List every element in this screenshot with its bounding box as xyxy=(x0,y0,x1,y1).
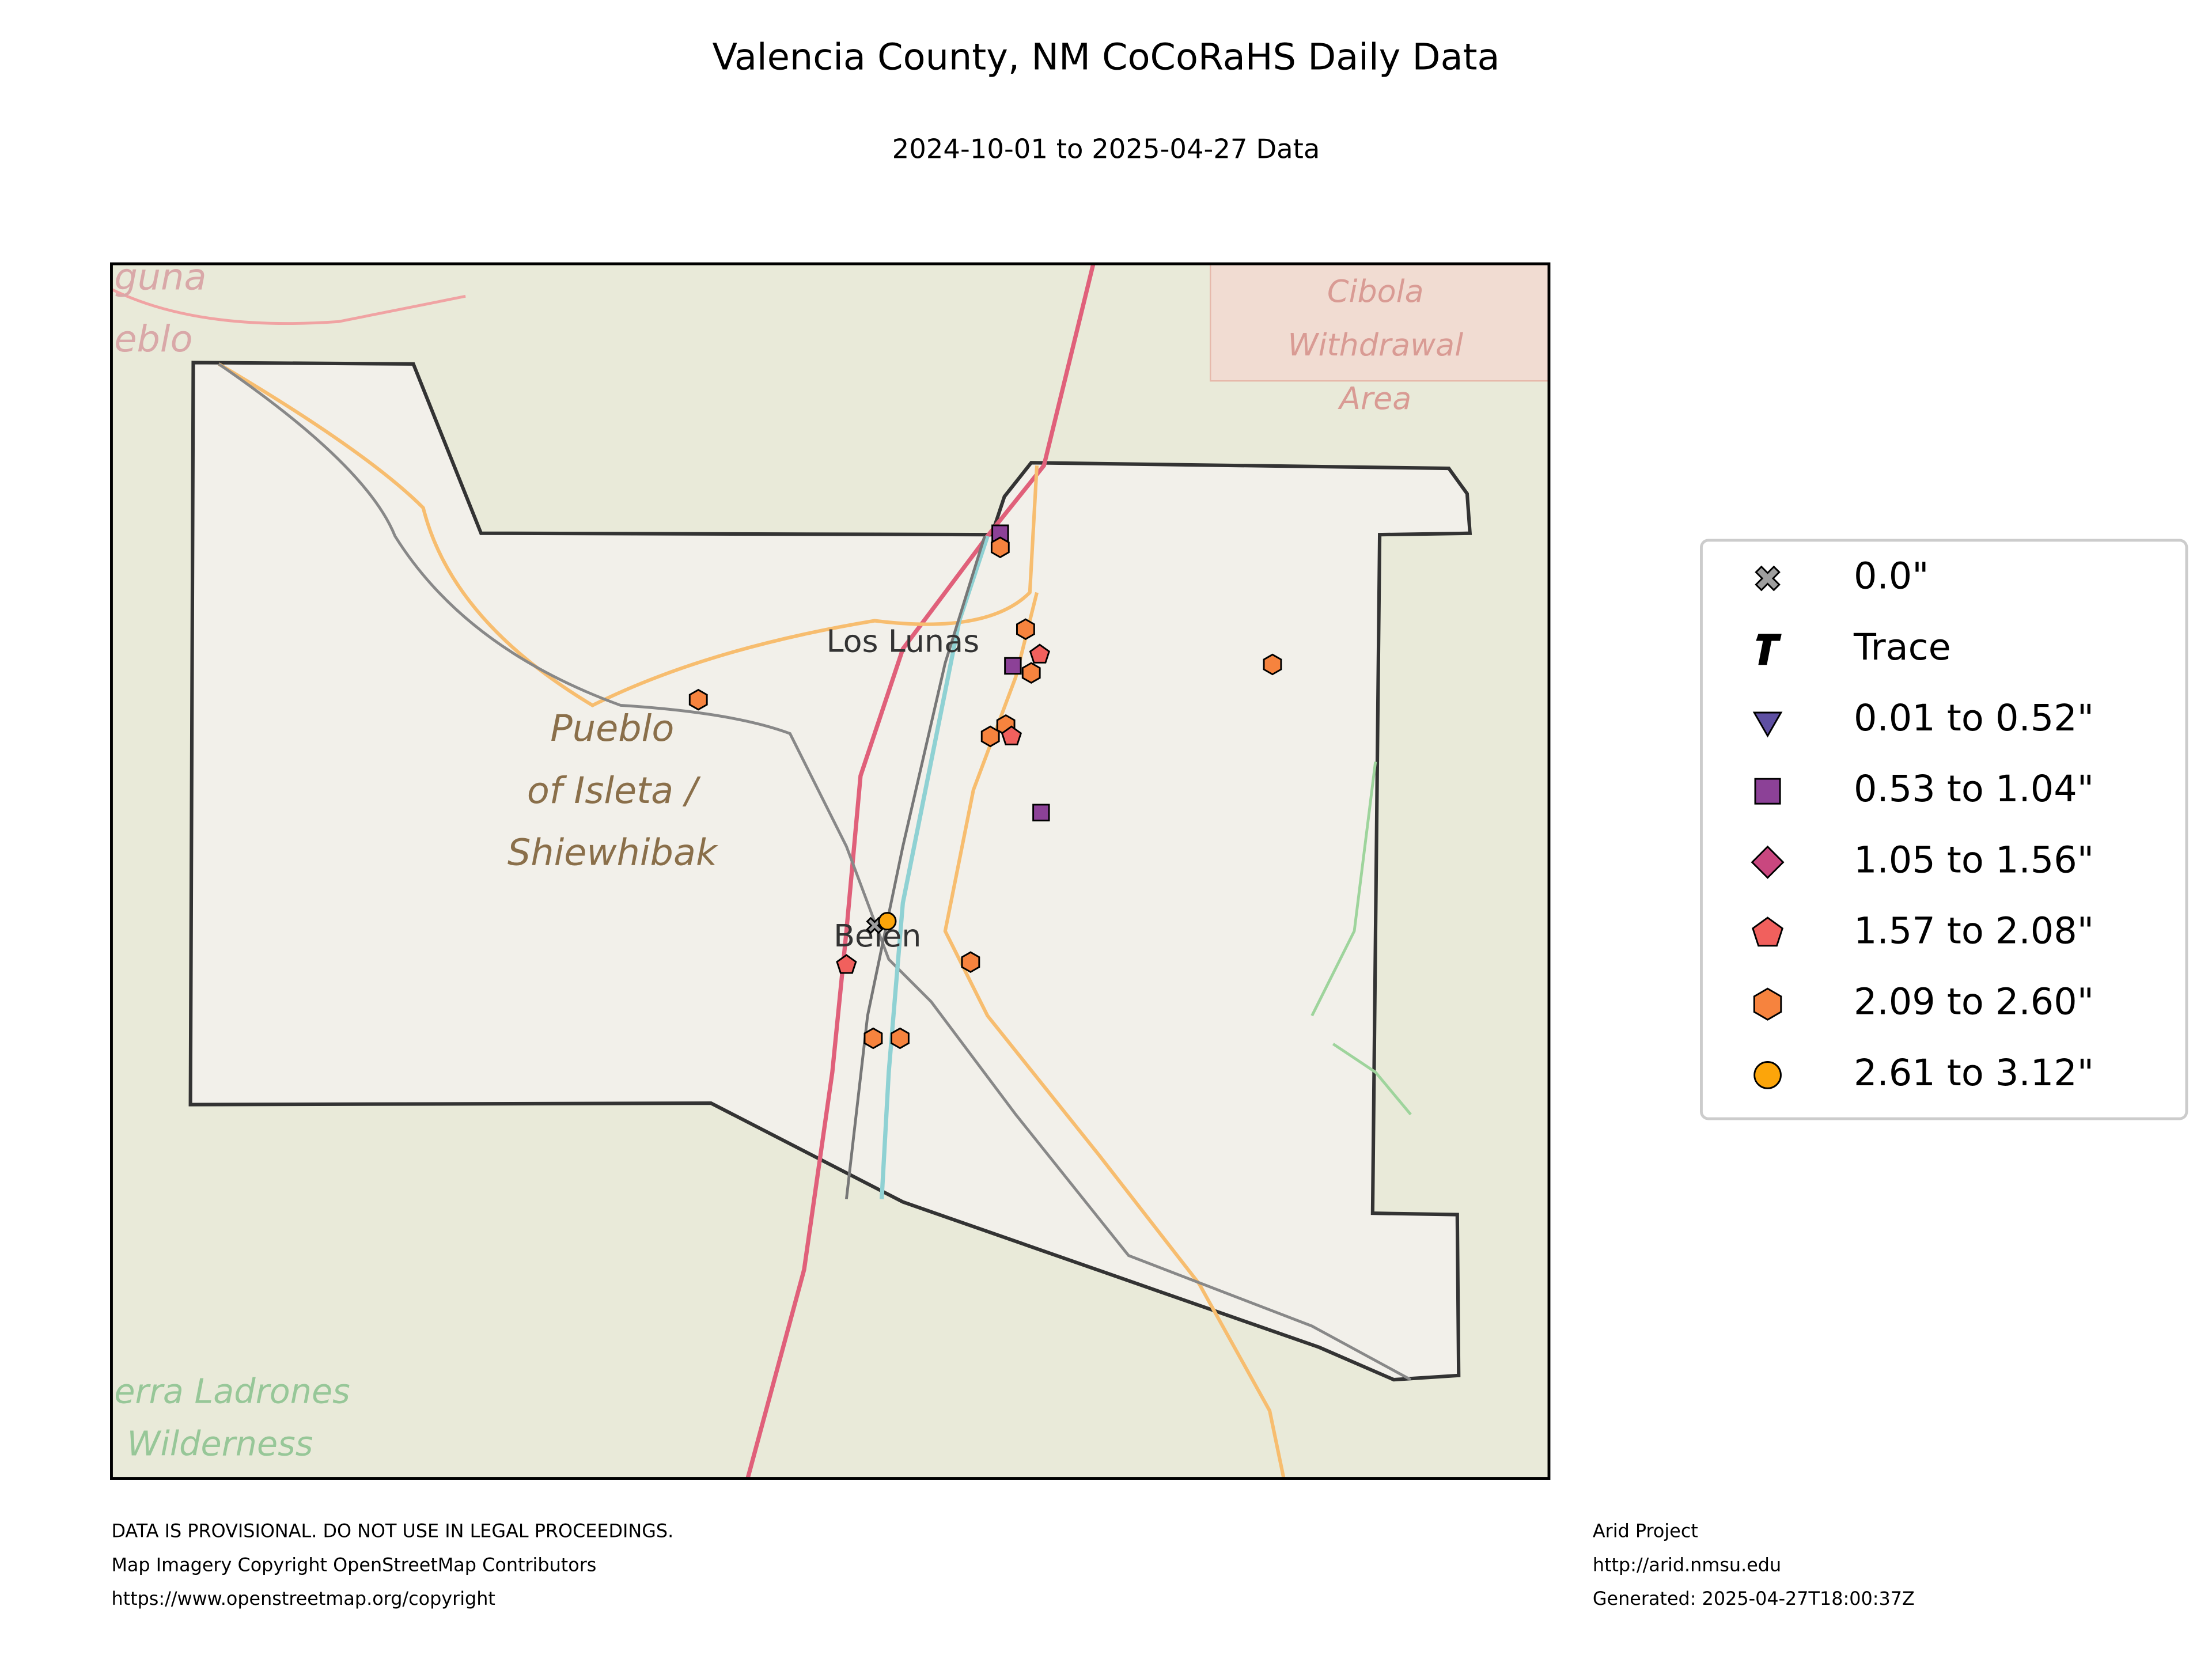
station-marker xyxy=(863,1027,883,1050)
map-labels: Los Lunas Belen Pueblo of Isleta / Shiew… xyxy=(114,256,1463,1463)
footer-text: https://www.openstreetmap.org/copyright xyxy=(111,1588,495,1609)
area-label: Pueblo xyxy=(550,707,674,750)
station-marker xyxy=(1004,657,1022,675)
legend-marker xyxy=(1753,1061,1782,1089)
station-marker xyxy=(961,951,980,974)
footer-text: Map Imagery Copyright OpenStreetMap Cont… xyxy=(111,1554,596,1575)
station-marker xyxy=(1032,804,1050,821)
station-marker xyxy=(1263,653,1282,676)
title: Valencia County, NM CoCoRaHS Daily Data xyxy=(712,36,1499,78)
legend-marker xyxy=(1754,778,1781,805)
legend-marker xyxy=(1755,565,1781,592)
station-marker xyxy=(688,688,708,711)
area-label: of Isleta / xyxy=(527,770,702,812)
station-marker xyxy=(1021,662,1041,684)
area-label: erra Ladrones xyxy=(114,1372,350,1411)
legend-label: 2.61 to 3.12" xyxy=(1854,1052,2094,1094)
footer-text: DATA IS PROVISIONAL. DO NOT USE IN LEGAL… xyxy=(111,1520,673,1542)
footer-text: Arid Project xyxy=(1593,1520,1698,1542)
legend xyxy=(1700,539,2188,1120)
station-marker xyxy=(990,536,1010,559)
legend-label: 1.05 to 1.56" xyxy=(1854,839,2094,881)
station-marker xyxy=(1016,618,1035,641)
legend-marker xyxy=(1751,845,1785,879)
basemap: Los Lunas Belen Pueblo of Isleta / Shiew… xyxy=(111,256,1549,1479)
legend-label: Trace xyxy=(1853,626,1951,669)
area-label: Area xyxy=(1338,380,1411,416)
legend-marker xyxy=(1752,916,1784,947)
stations xyxy=(688,524,1282,1050)
area-label: Cibola xyxy=(1327,273,1424,309)
area-label: guna xyxy=(114,256,206,298)
footer: DATA IS PROVISIONAL. DO NOT USE IN LEGAL… xyxy=(111,1520,1914,1610)
legend-label: 1.57 to 2.08" xyxy=(1854,910,2094,953)
legend-marker xyxy=(1752,711,1783,738)
station-marker xyxy=(836,954,857,974)
station-marker xyxy=(1029,643,1051,664)
legend-label: 0.53 to 1.04" xyxy=(1854,768,2094,810)
town-label: Los Lunas xyxy=(827,623,980,659)
area-label: Wilderness xyxy=(127,1423,313,1463)
map-frame xyxy=(110,262,1551,1480)
area-label: Withdrawal xyxy=(1287,327,1463,363)
station-marker xyxy=(980,725,1000,748)
legend-items: 0.0" Trace 0.01 to 0.52" 0.53 to 1.04" 1.05 … xyxy=(1751,555,2094,1094)
legend-label: 0.0" xyxy=(1854,555,1929,598)
legend-marker xyxy=(1753,987,1782,1021)
legend-label: 2.09 to 2.60" xyxy=(1854,981,2094,1024)
station-marker xyxy=(891,1027,910,1050)
footer-text: http://arid.nmsu.edu xyxy=(1593,1554,1781,1575)
station-marker xyxy=(878,912,897,931)
legend-marker xyxy=(1756,634,1782,665)
area-label: Shiewhibak xyxy=(507,832,718,874)
subtitle: 2024-10-01 to 2025-04-27 Data xyxy=(892,134,1320,165)
area-label: eblo xyxy=(114,318,192,361)
legend-label: 0.01 to 0.52" xyxy=(1854,697,2094,740)
station-marker xyxy=(1001,725,1022,745)
footer-text: Generated: 2025-04-27T18:00:37Z xyxy=(1593,1588,1915,1609)
